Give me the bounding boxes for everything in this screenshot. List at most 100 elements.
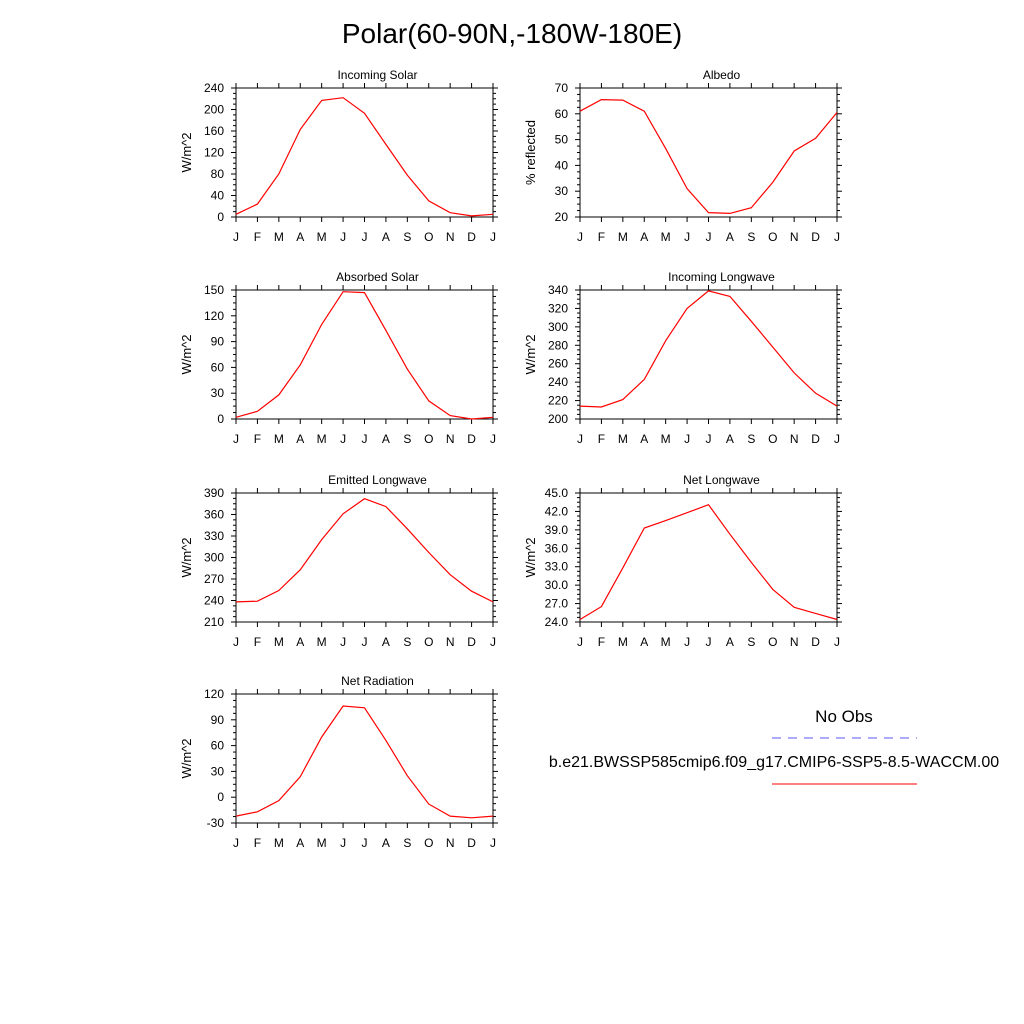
x-tick-label: J [706, 635, 712, 649]
y-tick-label: 24.0 [545, 615, 569, 629]
y-axis-label: W/m^2 [179, 334, 194, 374]
x-tick-label: D [467, 230, 476, 244]
x-tick-label: F [598, 635, 605, 649]
y-tick-label: 300 [204, 551, 224, 565]
panel-title: Net Longwave [683, 473, 760, 487]
y-tick-label: 280 [548, 338, 568, 352]
y-tick-label: 60 [211, 739, 225, 753]
x-tick-label: A [382, 836, 390, 850]
x-tick-label: S [403, 836, 411, 850]
y-tick-label: 39.0 [545, 523, 569, 537]
page-title: Polar(60-90N,-180W-180E) [341, 18, 683, 49]
x-tick-label: J [490, 635, 496, 649]
y-tick-label: 260 [548, 357, 568, 371]
x-tick-label: J [577, 635, 583, 649]
y-tick-label: 40 [555, 158, 569, 172]
x-tick-label: J [577, 432, 583, 446]
x-tick-label: J [362, 230, 368, 244]
x-tick-label: M [618, 230, 628, 244]
x-tick-label: J [362, 432, 368, 446]
x-tick-label: M [274, 230, 284, 244]
y-tick-label: 42.0 [545, 504, 569, 518]
x-tick-label: M [661, 432, 671, 446]
x-tick-label: O [424, 432, 433, 446]
x-tick-label: F [254, 635, 261, 649]
x-tick-label: J [340, 230, 346, 244]
y-tick-label: 70 [555, 81, 569, 95]
x-tick-label: J [233, 432, 239, 446]
panel-title: Incoming Solar [337, 68, 417, 82]
legend-obs-label: No Obs [815, 707, 873, 726]
x-tick-label: S [403, 432, 411, 446]
x-tick-label: D [811, 432, 820, 446]
y-tick-label: 0 [217, 210, 224, 224]
y-axis-label: W/m^2 [523, 537, 538, 577]
panel-title: Incoming Longwave [668, 270, 775, 284]
x-tick-label: S [403, 635, 411, 649]
x-tick-label: S [403, 230, 411, 244]
x-tick-label: J [233, 836, 239, 850]
y-tick-label: 120 [204, 687, 224, 701]
x-tick-label: O [424, 230, 433, 244]
x-tick-label: A [296, 836, 304, 850]
y-tick-label: 120 [204, 146, 224, 160]
y-axis-label: W/m^2 [523, 334, 538, 374]
series-line-incoming-longwave [579, 290, 838, 408]
x-tick-label: S [747, 230, 755, 244]
y-tick-label: 120 [204, 309, 224, 323]
x-tick-label: N [446, 230, 455, 244]
x-tick-label: A [726, 635, 734, 649]
y-tick-label: 390 [204, 486, 224, 500]
plot-frame [579, 289, 838, 420]
x-tick-label: N [790, 432, 799, 446]
x-tick-label: M [274, 635, 284, 649]
x-tick-label: J [834, 432, 840, 446]
x-tick-label: J [490, 836, 496, 850]
y-tick-label: 240 [204, 594, 224, 608]
x-tick-label: J [834, 230, 840, 244]
legend: No Obs b.e21.BWSSP585cmip6.f09_g17.CMIP6… [549, 707, 999, 785]
y-tick-label: -30 [207, 816, 225, 830]
series-line-incoming-solar [235, 97, 494, 217]
x-tick-label: J [340, 635, 346, 649]
y-tick-label: 220 [548, 394, 568, 408]
x-tick-label: O [768, 230, 777, 244]
x-tick-label: F [598, 230, 605, 244]
y-tick-label: 50 [555, 133, 569, 147]
y-tick-label: 30 [211, 386, 225, 400]
y-tick-label: 340 [548, 283, 568, 297]
x-tick-label: J [834, 635, 840, 649]
x-tick-label: J [362, 635, 368, 649]
y-axis-label: W/m^2 [179, 132, 194, 172]
y-tick-label: 300 [548, 320, 568, 334]
y-tick-label: 36.0 [545, 541, 569, 555]
x-tick-label: F [254, 230, 261, 244]
y-tick-label: 30 [211, 764, 225, 778]
x-tick-label: N [446, 432, 455, 446]
x-tick-label: M [274, 432, 284, 446]
x-tick-label: S [747, 432, 755, 446]
y-tick-label: 160 [204, 124, 224, 138]
x-tick-label: A [640, 230, 648, 244]
y-tick-label: 40 [211, 189, 225, 203]
x-tick-label: A [296, 230, 304, 244]
y-tick-label: 320 [548, 301, 568, 315]
x-tick-label: O [424, 635, 433, 649]
panel-title: Absorbed Solar [336, 270, 419, 284]
plot-frame [579, 492, 838, 623]
x-tick-label: A [726, 432, 734, 446]
series-line-net-longwave [579, 503, 838, 621]
x-tick-label: M [317, 230, 327, 244]
panel-emitted-longwave: Emitted Longwave W/m^2 210 240 270 300 330 360 3… [179, 473, 498, 649]
x-tick-label: A [382, 432, 390, 446]
y-axis-label: % reflected [523, 120, 538, 185]
series-line-albedo [579, 98, 838, 215]
x-tick-label: J [233, 230, 239, 244]
x-tick-label: O [768, 432, 777, 446]
y-tick-label: 60 [555, 107, 569, 121]
x-tick-label: F [254, 836, 261, 850]
